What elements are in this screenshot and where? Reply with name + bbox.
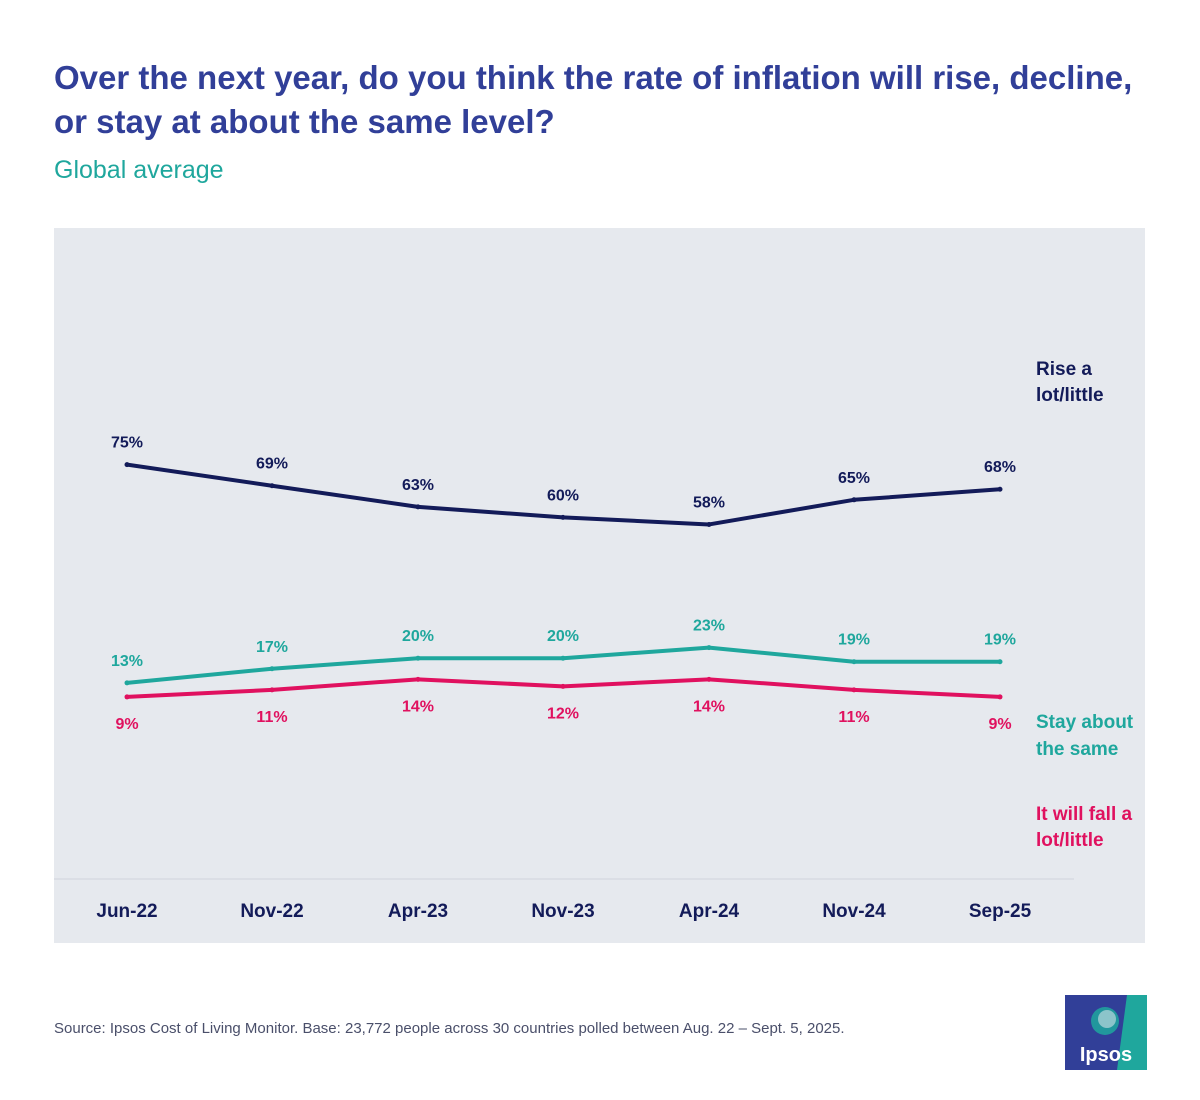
data-point	[124, 680, 130, 686]
data-point	[706, 676, 712, 682]
data-point	[269, 666, 275, 672]
data-point	[124, 694, 130, 700]
data-label: 11%	[838, 709, 869, 726]
data-point	[706, 645, 712, 651]
data-point	[997, 659, 1003, 665]
data-label: 19%	[838, 632, 870, 649]
plot-panel: Jun-22 Nov-22 Apr-23 Nov-23 Apr-24 Nov-24 Sep-…	[54, 228, 1145, 943]
data-label: 19%	[984, 632, 1016, 649]
data-label: 23%	[693, 618, 725, 635]
data-label: 20%	[547, 628, 579, 645]
data-label: 14%	[693, 698, 725, 715]
data-label: 58%	[693, 494, 725, 511]
data-label: 9%	[115, 716, 138, 733]
data-point	[851, 497, 857, 503]
data-label: 63%	[402, 477, 434, 494]
series-legend-label: It will fall a	[1036, 804, 1133, 825]
x-tick-label: Nov-22	[240, 901, 303, 922]
x-tick-label: Jun-22	[96, 901, 157, 922]
series-legend-label: lot/little	[1036, 385, 1104, 406]
data-label: 75%	[111, 435, 143, 452]
data-label: 20%	[402, 628, 434, 645]
x-tick-label: Apr-24	[679, 901, 740, 922]
series-legend-label: the same	[1036, 739, 1118, 760]
data-point	[560, 655, 566, 661]
data-label: 65%	[838, 470, 870, 487]
data-label: 14%	[402, 698, 434, 715]
data-label: 68%	[984, 459, 1016, 476]
data-point	[415, 655, 421, 661]
data-point	[560, 514, 566, 520]
chart-title: Over the next year, do you think the rat…	[54, 59, 1133, 140]
series-legend-label: lot/little	[1036, 830, 1104, 851]
line-chart: Jun-22 Nov-22 Apr-23 Nov-23 Apr-24 Nov-24 Sep-…	[54, 359, 1134, 922]
data-label: 12%	[547, 705, 579, 722]
ipsos-logo: Ipsos	[1065, 995, 1147, 1070]
data-label: 13%	[111, 653, 143, 670]
data-point	[124, 462, 130, 468]
data-label: 60%	[547, 487, 579, 504]
data-point	[415, 504, 421, 510]
data-point	[560, 683, 566, 689]
data-label: 17%	[256, 639, 288, 656]
data-label: 69%	[256, 456, 288, 473]
data-point	[269, 483, 275, 489]
x-tick-label: Nov-24	[822, 901, 886, 922]
series-legend-label: Rise a	[1036, 359, 1092, 380]
logo-text: Ipsos	[1080, 1044, 1132, 1066]
data-point	[851, 659, 857, 665]
source-note: Source: Ipsos Cost of Living Monitor. Ba…	[54, 1020, 845, 1037]
data-point	[706, 521, 712, 527]
data-point	[997, 694, 1003, 700]
data-label: 11%	[256, 709, 287, 726]
data-point	[851, 687, 857, 693]
series-legend-label: Stay about	[1036, 712, 1134, 733]
chart-subtitle: Global average	[54, 156, 224, 184]
data-point	[415, 676, 421, 682]
data-label: 9%	[988, 716, 1011, 733]
x-tick-label: Nov-23	[531, 901, 594, 922]
x-tick-label: Sep-25	[969, 901, 1032, 922]
data-point	[269, 687, 275, 693]
x-tick-label: Apr-23	[388, 901, 448, 922]
data-point	[997, 486, 1003, 492]
